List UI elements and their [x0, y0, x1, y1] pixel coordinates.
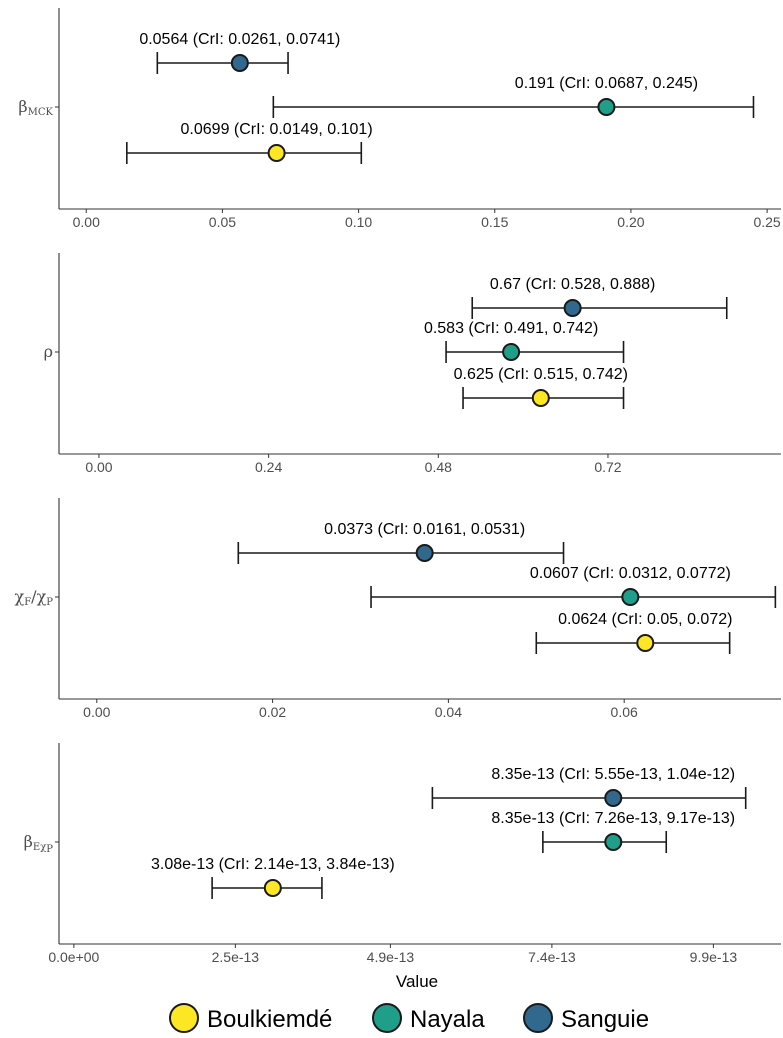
point-estimate-marker [531, 389, 550, 407]
estimate-annotation: 0.0564 (CrI: 0.0261, 0.0741) [139, 31, 340, 48]
parameter-label: βMCK [18, 97, 53, 118]
x-tick-label: 0.06 [611, 704, 638, 720]
x-tick-label: 0.72 [594, 459, 621, 475]
legend: Boulkiemdé Nayala Sanguie [169, 1003, 649, 1033]
x-tick-label: 0.05 [209, 214, 236, 230]
legend-label: Sanguie [561, 1006, 649, 1033]
legend-swatch [372, 1003, 402, 1033]
x-tick-label: 4.9e-13 [367, 949, 415, 965]
x-tick-label: 0.0e+00 [48, 949, 99, 965]
estimate-sanguie: 0.67 (CrI: 0.528, 0.888) [471, 276, 728, 319]
point-estimate-marker [263, 879, 282, 897]
legend-label: Nayala [410, 1006, 485, 1033]
point-estimate-marker [230, 54, 249, 72]
x-tick-label: 0.48 [425, 459, 452, 475]
estimate-nayala: 8.35e-13 (CrI: 7.26e-13, 9.17e-13) [491, 810, 735, 853]
x-tick-label: 0.00 [85, 459, 112, 475]
estimate-nayala: 0.191 (CrI: 0.0687, 0.245) [272, 75, 755, 118]
x-tick-label: 0.20 [617, 214, 644, 230]
parameter-label: ρ [44, 342, 53, 361]
x-tick-label: 2.5e-13 [212, 949, 260, 965]
panel-1: 0.00 0.05 0.10 0.15 0.20 0.25 βMCK 0.0564 (CrI:… [18, 8, 781, 230]
point-estimate-marker [267, 144, 286, 162]
legend-swatch [523, 1003, 553, 1033]
x-tick-label: 0.15 [481, 214, 508, 230]
estimate-boulkiemd: 0.625 (CrI: 0.515, 0.742) [454, 366, 628, 409]
panel-2: 0.00 0.24 0.48 0.72 ρ 0.67 (CrI: 0.528, 0.888… [44, 253, 781, 475]
estimate-nayala: 0.583 (CrI: 0.491, 0.742) [424, 320, 625, 363]
estimate-annotation: 8.35e-13 (CrI: 7.26e-13, 9.17e-13) [491, 810, 735, 827]
point-estimate-marker [415, 544, 434, 562]
point-estimate-marker [636, 634, 655, 652]
parameter-label: χF/χP [15, 587, 54, 608]
estimate-annotation: 0.0373 (CrI: 0.0161, 0.0531) [324, 521, 525, 538]
estimate-annotation: 0.67 (CrI: 0.528, 0.888) [490, 276, 655, 293]
x-tick-label: 0.02 [259, 704, 286, 720]
legend-item-nayala: Nayala [372, 1003, 485, 1033]
estimate-boulkiemd: 0.0699 (CrI: 0.0149, 0.101) [126, 121, 373, 164]
estimate-boulkiemd: 3.08e-13 (CrI: 2.14e-13, 3.84e-13) [151, 856, 395, 899]
estimate-annotation: 3.08e-13 (CrI: 2.14e-13, 3.84e-13) [151, 856, 395, 873]
estimate-annotation: 0.583 (CrI: 0.491, 0.742) [424, 320, 598, 337]
x-tick-label: 0.00 [83, 704, 110, 720]
x-axis-label: Value [396, 972, 438, 991]
x-tick-label: 0.04 [435, 704, 462, 720]
estimate-sanguie: 0.0564 (CrI: 0.0261, 0.0741) [139, 31, 340, 74]
point-estimate-marker [604, 833, 623, 851]
panels: 0.00 0.05 0.10 0.15 0.20 0.25 βMCK 0.0564 (CrI:… [15, 8, 781, 965]
point-estimate-marker [604, 789, 623, 807]
estimate-nayala: 0.0607 (CrI: 0.0312, 0.0772) [370, 565, 777, 608]
point-estimate-marker [621, 588, 640, 606]
estimate-annotation: 0.0699 (CrI: 0.0149, 0.101) [181, 121, 373, 138]
parameter-label: βEχP [24, 832, 54, 855]
estimate-annotation: 8.35e-13 (CrI: 5.55e-13, 1.04e-12) [491, 766, 735, 783]
point-estimate-marker [563, 299, 582, 317]
estimate-annotation: 0.0607 (CrI: 0.0312, 0.0772) [530, 565, 731, 582]
point-estimate-marker [502, 343, 521, 361]
x-tick-label: 7.4e-13 [528, 949, 576, 965]
estimate-annotation: 0.625 (CrI: 0.515, 0.742) [454, 366, 628, 383]
legend-label: Boulkiemdé [207, 1006, 332, 1033]
estimate-boulkiemd: 0.0624 (CrI: 0.05, 0.072) [535, 611, 732, 654]
x-tick-label: 9.9e-13 [690, 949, 738, 965]
x-tick-label: 0.10 [345, 214, 372, 230]
x-tick-label: 0.25 [753, 214, 780, 230]
point-estimate-marker [597, 98, 616, 116]
estimate-sanguie: 8.35e-13 (CrI: 5.55e-13, 1.04e-12) [431, 766, 747, 809]
estimate-annotation: 0.191 (CrI: 0.0687, 0.245) [515, 75, 698, 92]
panel-4: 0.0e+00 2.5e-13 4.9e-13 7.4e-13 9.9e-13 βEχP 8… [24, 743, 781, 965]
x-tick-label: 0.00 [73, 214, 100, 230]
estimate-annotation: 0.0624 (CrI: 0.05, 0.072) [558, 611, 732, 628]
legend-item-sanguie: Sanguie [523, 1003, 649, 1033]
panel-3: 0.000.020.040.060.08χF/χP0.0373 (CrI: 0.… [15, 498, 781, 720]
legend-swatch [169, 1003, 199, 1033]
legend-item-boulkiemd: Boulkiemdé [169, 1003, 332, 1033]
x-tick-label: 0.24 [255, 459, 282, 475]
estimate-sanguie: 0.0373 (CrI: 0.0161, 0.0531) [237, 521, 565, 564]
